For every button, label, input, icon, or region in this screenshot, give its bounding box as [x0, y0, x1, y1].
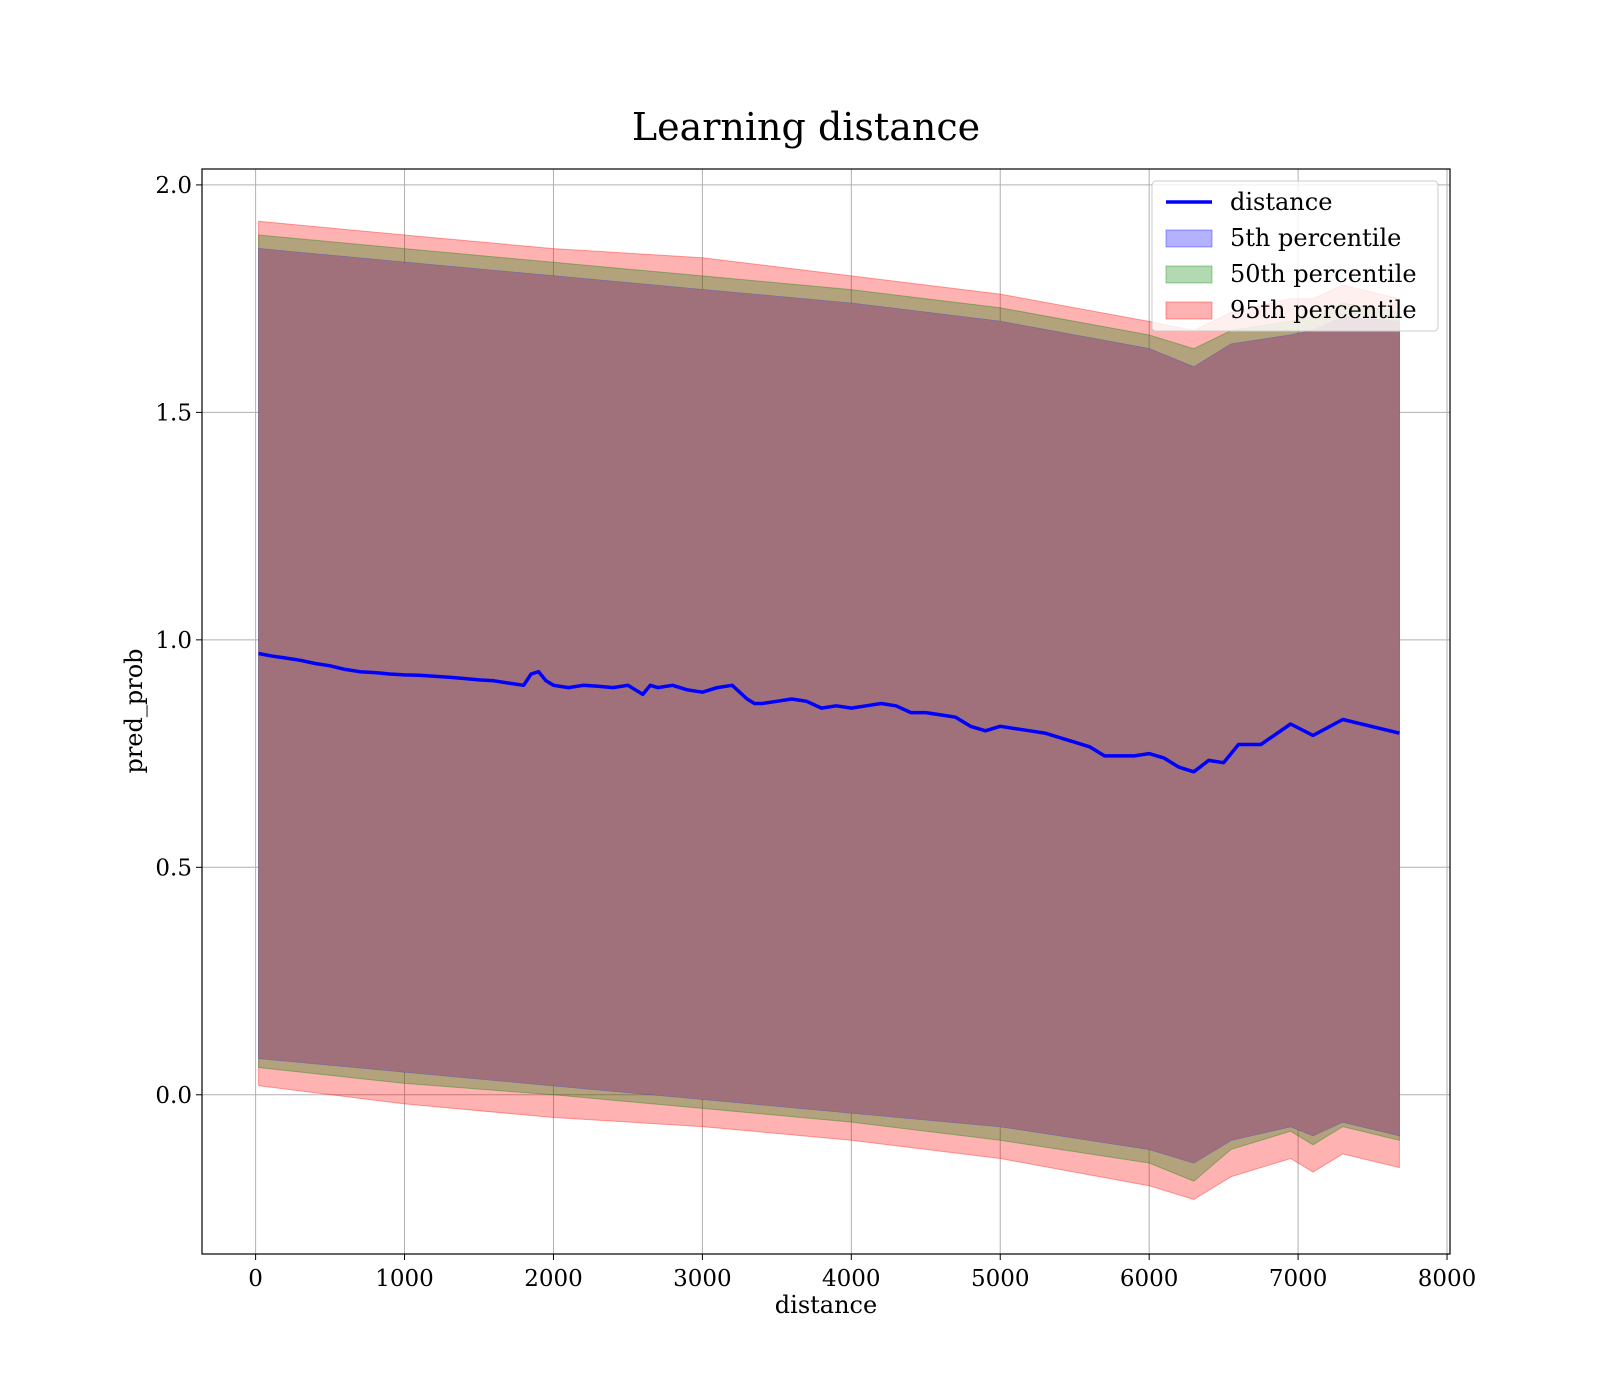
legend-swatch [1165, 301, 1213, 320]
y-tick-label: 0.0 [155, 1083, 192, 1109]
ticks: 0 1000 2000 3000 4000 5000 6000 7000 8000 0.0 0.5 1… [155, 173, 1476, 1292]
chart-title: Learning distance [632, 105, 980, 149]
x-tick-label: 2000 [524, 1266, 583, 1292]
legend-label: 50th percentile [1230, 260, 1417, 288]
x-tick-label: 8000 [1418, 1266, 1477, 1292]
x-tick-label: 7000 [1269, 1266, 1328, 1292]
percentile-bands [258, 220, 1400, 1200]
x-axis-label: distance [775, 1291, 877, 1319]
x-tick-label: 3000 [673, 1266, 732, 1292]
x-tick-label: 6000 [1120, 1266, 1179, 1292]
legend-label: 5th percentile [1230, 224, 1401, 252]
x-tick-label: 1000 [375, 1266, 434, 1292]
y-axis-label: pred_prob [120, 648, 148, 773]
legend-label: 95th percentile [1230, 296, 1417, 324]
y-tick-label: 2.0 [155, 173, 192, 199]
x-tick-label: 5000 [971, 1266, 1030, 1292]
legend-frame [1151, 180, 1439, 332]
x-tick-label: 0 [248, 1266, 263, 1292]
x-tick-label: 4000 [822, 1266, 881, 1292]
y-tick-label: 0.5 [155, 855, 192, 881]
y-tick-label: 1.0 [155, 628, 192, 654]
plot-frame [201, 168, 1451, 1255]
distance-line-layer [258, 651, 1400, 774]
legend-swatch [1165, 265, 1213, 284]
y-tick-label: 1.5 [155, 400, 192, 426]
legend-swatch [1165, 229, 1213, 248]
distance-line [258, 651, 1400, 774]
legend-label: distance [1230, 188, 1332, 216]
legend: distance 5th percentile 50th percentile 95t… [1151, 180, 1439, 332]
